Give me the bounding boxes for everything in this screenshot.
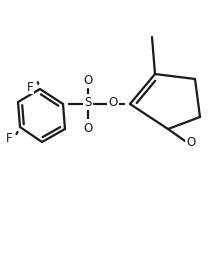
Text: O: O (83, 73, 93, 86)
Text: O: O (83, 121, 93, 134)
Text: S: S (84, 96, 92, 109)
Text: O: O (186, 136, 195, 149)
Text: F: F (26, 80, 33, 93)
Text: O: O (108, 96, 118, 109)
Text: F: F (5, 131, 12, 144)
